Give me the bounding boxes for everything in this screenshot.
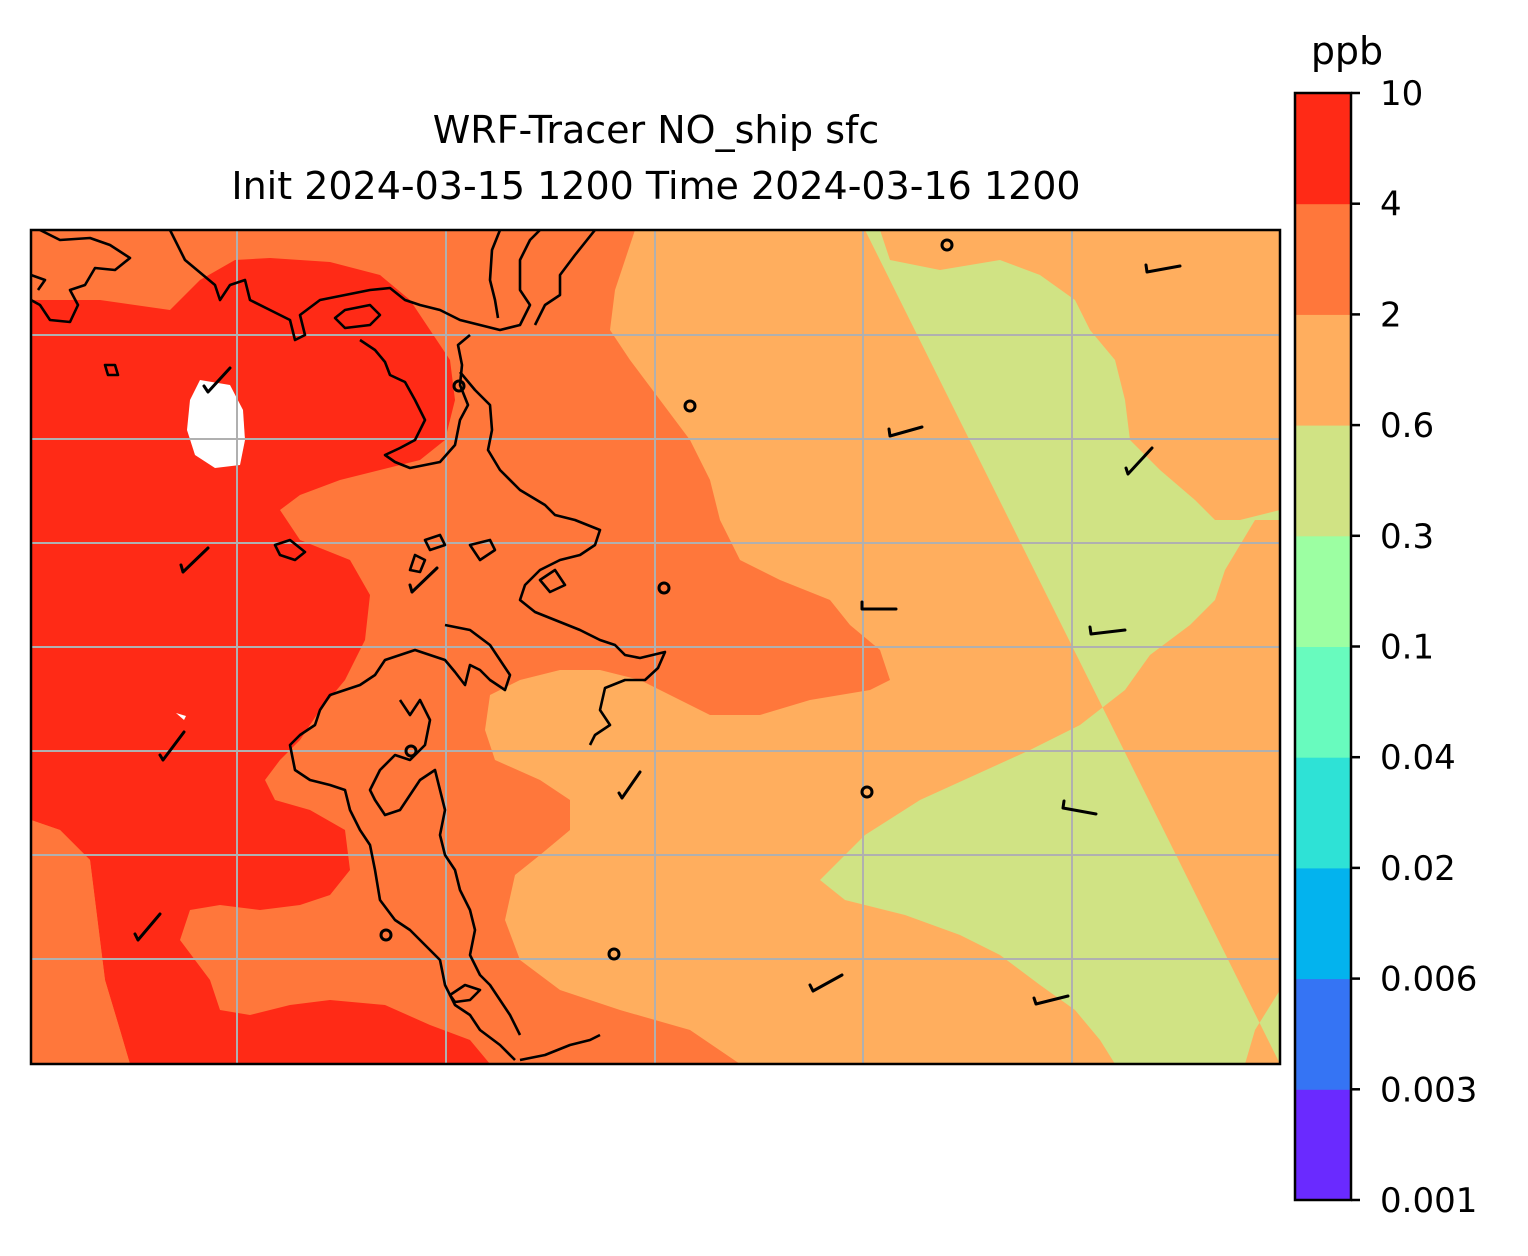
colorbar-segment [1295, 93, 1351, 205]
wind-barb-icon [860, 600, 898, 611]
colorbar-tick-label: 4 [1380, 185, 1402, 225]
colorbar-segment [1295, 1089, 1351, 1201]
map-panel [31, 230, 1280, 1064]
map-title-line1: WRF-Tracer NO_ship sfc [432, 108, 880, 152]
wind-barb-icon [133, 912, 162, 942]
wind-barb-icon [1061, 799, 1098, 816]
wind-barb-icon [179, 546, 210, 574]
colorbar-tick-label: 0.04 [1380, 738, 1456, 778]
colorbar-segment [1295, 867, 1351, 980]
field-missing-patch [187, 380, 245, 468]
colorbar-segment [1295, 646, 1351, 758]
calm-circle-icon [404, 744, 418, 758]
colorbar-unit-label: ppb [1311, 29, 1383, 73]
colorbar-segment [1295, 425, 1351, 537]
wind-barb-icon [808, 973, 844, 993]
calm-circle-icon [657, 581, 671, 595]
calm-circle-icon [683, 399, 697, 413]
field-high-region [31, 258, 490, 1064]
colorbar-tick-label: 0.3 [1380, 517, 1434, 557]
field-mid-inlet [31, 820, 130, 1064]
colorbar-tick-label: 0.001 [1380, 1181, 1477, 1221]
colorbar-tick-label: 10 [1380, 74, 1423, 114]
colorbar-ticks: 0.001 0.003 0.006 0.02 0.04 0.1 0.3 0.6 2 4 10 [1351, 74, 1477, 1221]
calm-circle-icon [607, 947, 621, 961]
wind-barb-icon [408, 566, 439, 594]
wind-barb-icon [617, 770, 642, 800]
colorbar-segment [1295, 203, 1351, 315]
calm-circle-icon [379, 928, 393, 942]
map-frame [29, 228, 1282, 1066]
wind-barb-icon [158, 730, 186, 762]
colorbar-segment [1295, 978, 1351, 1090]
colorbar-tick-label: 2 [1380, 295, 1402, 335]
field-missing-patch-small [176, 713, 186, 720]
wind-barb-icon [202, 366, 232, 394]
colorbar [1293, 91, 1353, 1202]
colorbar-tick-label: 0.02 [1380, 849, 1456, 889]
wind-barb-icon [1032, 994, 1070, 1006]
colorbar-segment [1295, 757, 1351, 869]
colorbar-tick-label: 0.1 [1380, 628, 1434, 668]
colorbar-segment [1295, 314, 1351, 426]
wind-barb-icon [1088, 625, 1127, 636]
calm-circle-icon [452, 379, 466, 393]
map-gridlines [31, 230, 1280, 1064]
colorbar-tick-label: 0.006 [1380, 960, 1477, 1000]
colorbar-segment [1295, 535, 1351, 647]
wind-barb-icon [1144, 263, 1182, 274]
wind-barb-icon [887, 425, 924, 438]
colorbar-tick-label: 0.6 [1380, 406, 1434, 446]
calm-circle-icon [860, 785, 874, 799]
calm-circle-icon [940, 238, 954, 252]
coastline [31, 230, 667, 1062]
map-title-line2: Init 2024-03-15 1200 Time 2024-03-16 120… [231, 164, 1081, 208]
wind-barb-icon [1124, 446, 1154, 476]
colorbar-tick-label: 0.003 [1380, 1070, 1477, 1110]
